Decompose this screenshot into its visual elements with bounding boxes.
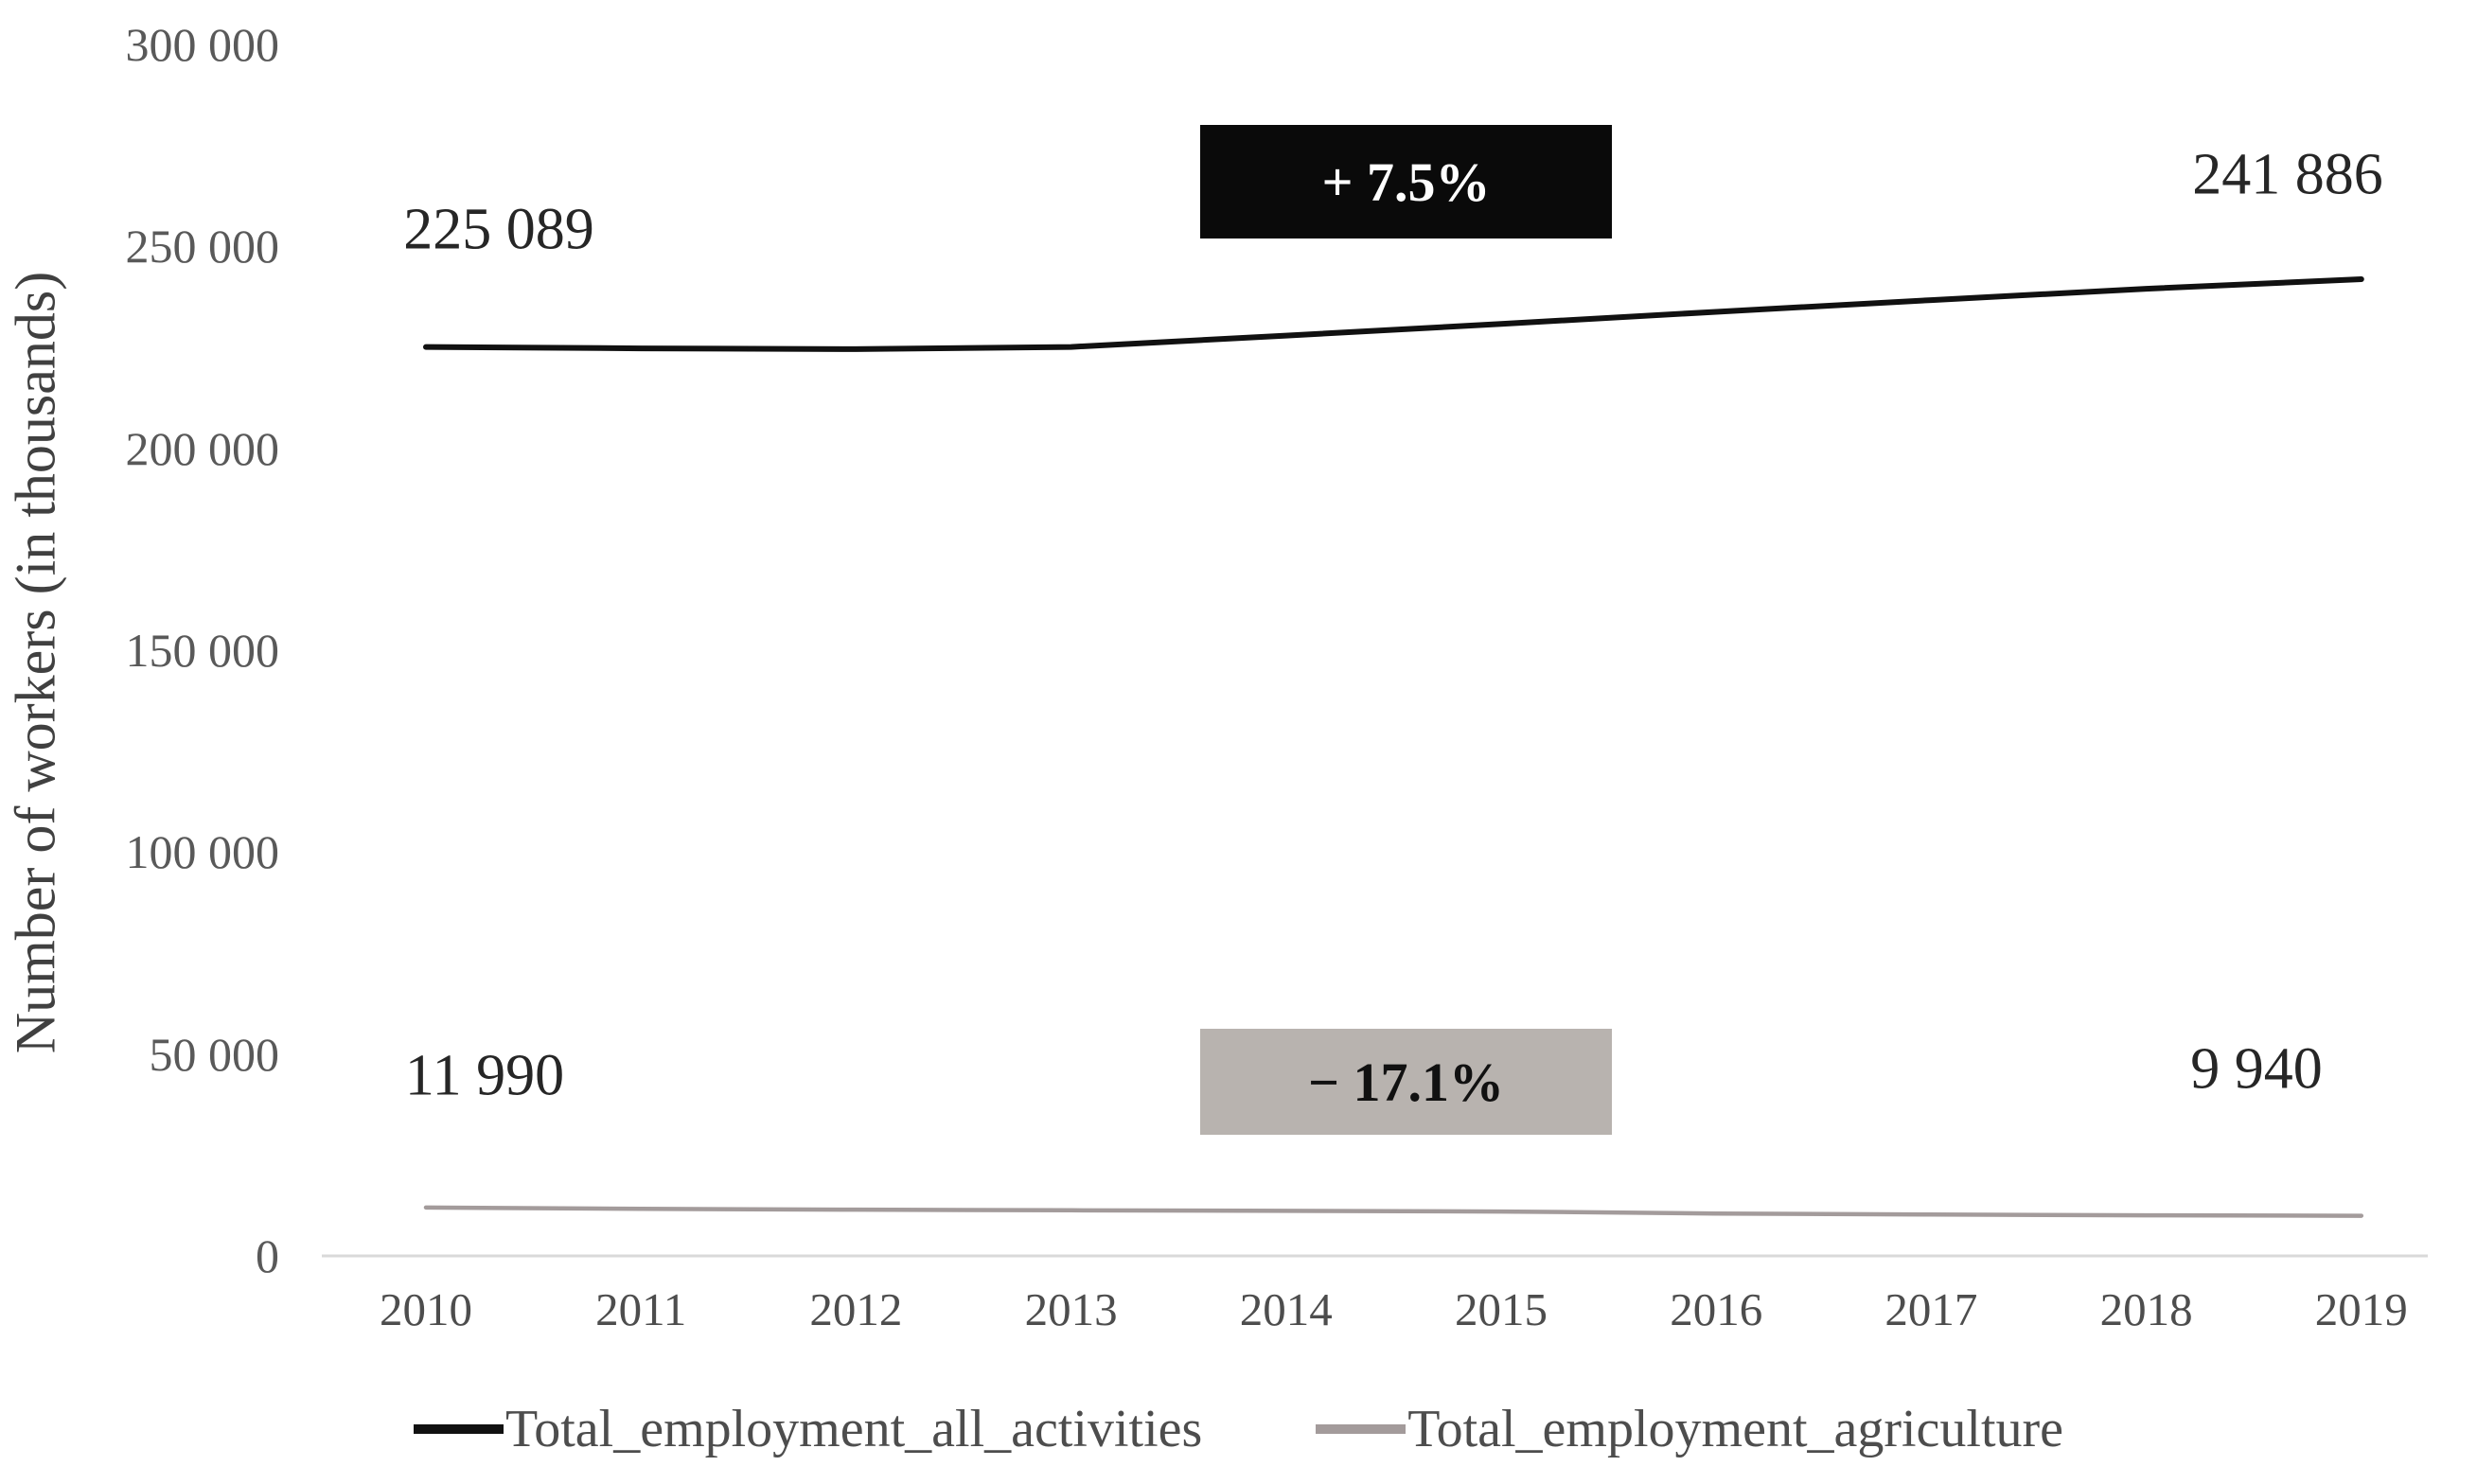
y-tick-label: 50 000 xyxy=(149,1027,280,1081)
x-tick-label: 2013 xyxy=(1024,1283,1118,1335)
legend-item-agriculture: Total_employment_agriculture xyxy=(1316,1399,2063,1459)
x-tick-label: 2019 xyxy=(2314,1283,2408,1335)
x-tick-label: 2016 xyxy=(1670,1283,1763,1335)
x-tick-label: 2014 xyxy=(1239,1283,1333,1335)
annotation-all-activities-change: + 7.5% xyxy=(1200,125,1612,238)
x-tick-label: 2012 xyxy=(809,1283,903,1335)
series-line-all-activities xyxy=(423,275,2364,352)
legend-line-marker-gray xyxy=(1316,1423,1407,1434)
annotation-agriculture-change: − 17.1% xyxy=(1200,1029,1612,1135)
legend-label-agriculture: Total_employment_agriculture xyxy=(1407,1399,2064,1458)
x-tick-label: 2018 xyxy=(2099,1283,2193,1335)
y-tick-label: 200 000 xyxy=(125,421,280,475)
y-tick-label: 150 000 xyxy=(125,624,280,677)
y-tick-label: 250 000 xyxy=(125,220,280,274)
data-label-agriculture-2010: 11 990 xyxy=(404,1043,565,1108)
y-axis-title: Number of workers (in thousands) xyxy=(4,271,67,1054)
x-tick-label: 2011 xyxy=(595,1283,687,1335)
data-label-agriculture-2019: 9 940 xyxy=(2190,1036,2323,1102)
x-tick-label: 2010 xyxy=(380,1283,472,1335)
data-label-all-activities-2019: 241 886 xyxy=(2192,142,2383,207)
data-label-all-activities-2010: 225 089 xyxy=(403,197,594,262)
y-tick-label: 300 000 xyxy=(125,18,280,71)
legend-item-all-activities: Total_employment_all_activities xyxy=(413,1399,1203,1459)
legend-label-all-activities: Total_employment_all_activities xyxy=(504,1399,1203,1458)
x-tick-label: 2017 xyxy=(1884,1283,1978,1335)
y-tick-label: 100 000 xyxy=(125,825,280,879)
x-tick-label: 2015 xyxy=(1455,1283,1548,1335)
legend: Total_employment_all_activities Total_em… xyxy=(0,1384,2477,1474)
legend-line-marker-black xyxy=(413,1423,504,1434)
y-tick-label: 0 xyxy=(256,1229,279,1282)
series-line-agriculture xyxy=(423,1205,2364,1218)
